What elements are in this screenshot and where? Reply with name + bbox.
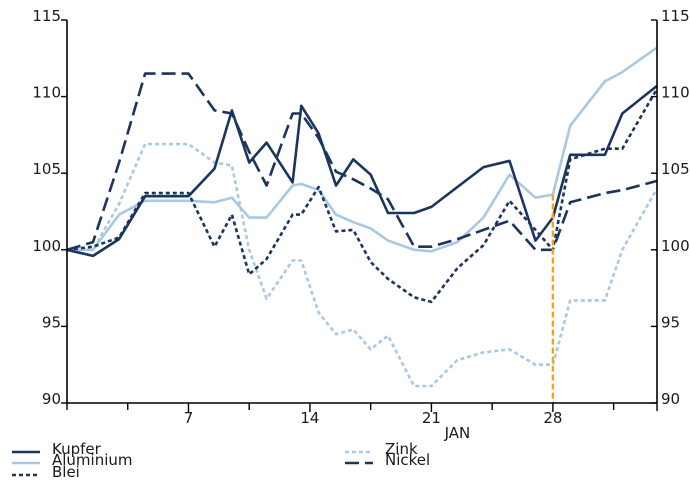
x-tick-label: 28	[543, 409, 562, 427]
y-tick-label-left: 90	[42, 390, 61, 408]
legend-label-zink: Zink	[385, 440, 418, 458]
series-line-blei	[66, 88, 659, 304]
series-line-nickel	[66, 72, 658, 252]
x-tick-label: 21	[422, 409, 441, 427]
series-line-kupfer	[66, 84, 658, 258]
axes	[66, 20, 658, 404]
x-tick-label: 14	[300, 409, 319, 427]
y-tick-label-right: 95	[661, 313, 680, 331]
y-tick-label-right: 115	[661, 7, 690, 25]
y-tick-label-left: 95	[42, 313, 61, 331]
x-tick-label: 7	[184, 409, 194, 427]
y-tick-label-left: 110	[32, 84, 61, 102]
legend-label-blei: Blei	[52, 463, 80, 481]
x-axis-title: JAN	[444, 424, 471, 442]
series-line-zink	[67, 142, 659, 388]
y-tick-label-right: 100	[661, 237, 690, 255]
x-ticks: 7 14 21 28	[66, 403, 658, 427]
series-line-aluminium	[67, 46, 658, 253]
legend-label-kupfer: Kupfer	[52, 440, 102, 458]
y-ticks-left: 90 95 100 105 110 115	[32, 7, 67, 408]
y-tick-label-right: 105	[661, 160, 690, 178]
y-tick-label-left: 105	[32, 160, 61, 178]
legend-label-aluminium: Aluminium	[52, 451, 133, 469]
y-tick-label-right: 110	[661, 84, 690, 102]
y-tick-label-left: 115	[32, 7, 61, 25]
y-ticks-right: 90 95 100 105 110 115	[651, 7, 690, 408]
legend-label-nickel: Nickel	[385, 451, 430, 469]
y-tick-label-right: 90	[661, 390, 680, 408]
plot-area	[66, 46, 659, 403]
y-tick-label-left: 100	[32, 237, 61, 255]
